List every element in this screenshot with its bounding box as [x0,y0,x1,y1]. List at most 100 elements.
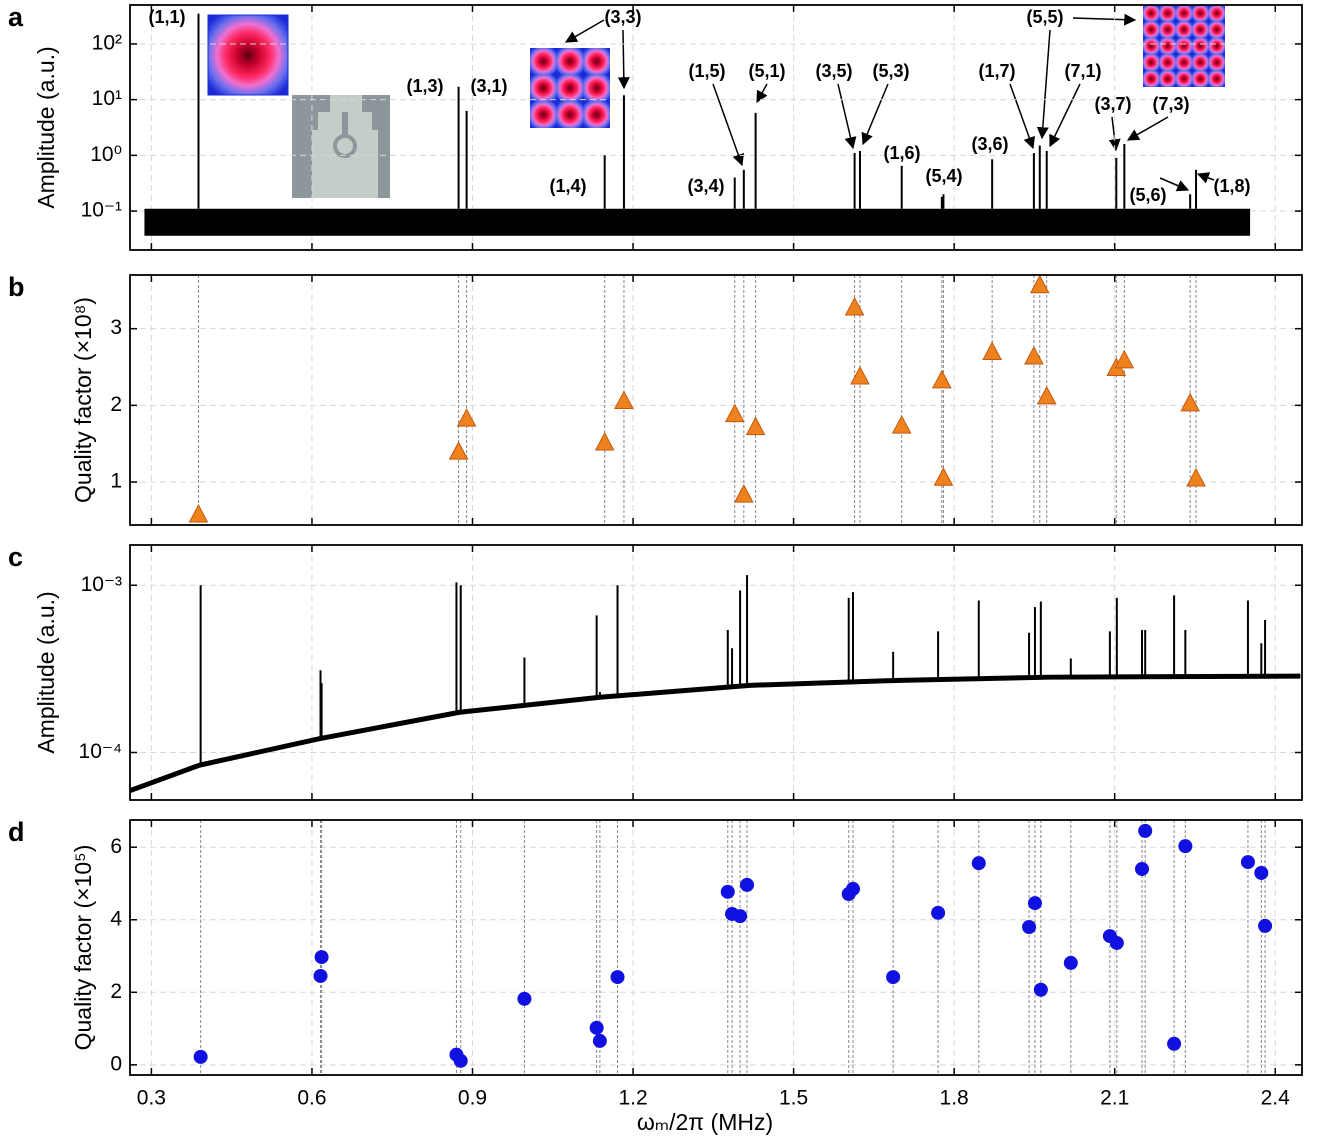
mode-label: (1,8) [1213,176,1250,196]
point [745,416,766,436]
x-tick-label: 1.8 [940,1087,969,1110]
y-tick-label: 10⁻³ [81,573,122,596]
y-tick-label: 1 [110,470,122,493]
point [610,970,625,985]
noise-floor [144,208,1251,236]
mode-label: (1,4) [549,176,586,196]
mode-label: (3,7) [1094,94,1131,114]
plot-frame [129,274,1303,526]
mode-label: (5,5) [1026,7,1063,27]
insets [207,5,1225,198]
panel [130,275,1302,525]
point [594,431,615,451]
point [1254,865,1269,880]
point [891,415,912,434]
point [1258,918,1273,933]
point [886,970,901,985]
point [589,1020,604,1035]
point [314,950,329,965]
mode-label: (5,3) [872,61,909,81]
point [733,909,748,924]
mode-label: (3,3) [604,7,641,27]
y-axis-label: Amplitude (a.u.) [33,46,59,208]
point [932,369,952,389]
y-tick-label: 10⁰ [90,143,122,166]
mode-label: (1,3) [406,76,443,96]
y-tick-label: 3 [110,316,122,339]
point [614,390,634,410]
x-tick-label: 2.1 [1100,1087,1129,1110]
point [1167,1036,1182,1051]
mode-label: (3,5) [815,61,852,81]
panel [130,545,1302,800]
point [982,341,1002,360]
panel [130,5,1302,250]
point [592,1033,607,1048]
mode-label: (5,6) [1129,185,1166,205]
y-tick-label: 2 [110,980,122,1003]
mode-label: (5,1) [748,61,785,81]
x-tick-label: 1.2 [618,1087,647,1110]
point [313,968,328,983]
point [517,991,532,1006]
point [1027,896,1042,911]
point [448,441,469,460]
point [188,503,209,523]
x-tick-label: 0.6 [297,1087,326,1110]
plot-frame [129,819,1303,1076]
y-tick-label: 10¹ [92,87,122,110]
point [1114,349,1135,369]
point [1029,274,1050,294]
point [453,1053,468,1068]
panel-label: c [8,542,23,572]
point [1180,392,1200,412]
point [1022,920,1037,935]
device-inset [292,95,390,198]
mode-label: (7,3) [1152,94,1189,114]
x-tick-label: 1.5 [779,1087,808,1110]
mode-shape-inset [207,14,289,96]
point [1240,855,1255,870]
panel-label: d [8,817,25,847]
point [1063,955,1078,970]
plot-frame [129,4,1303,251]
y-tick-label: 2 [110,393,122,416]
y-tick-label: 10² [92,31,122,54]
point [933,467,954,486]
y-axis-label: Amplitude (a.u.) [33,591,59,753]
y-axis-label: Quality factor (×10⁸) [70,297,96,503]
point [720,884,735,899]
x-tick-label: 2.4 [1261,1087,1291,1110]
point [733,484,754,503]
point [971,856,986,871]
point [1033,982,1048,997]
mode-label: (1,1) [148,7,185,27]
point [931,905,946,920]
point [846,881,861,896]
point [1109,935,1124,950]
mode-label: (3,4) [687,176,724,196]
point [740,877,755,892]
annotation-arrows [564,13,1215,192]
mode-label: (5,4) [925,166,962,186]
point [850,365,870,385]
plot-frame [129,544,1303,801]
y-tick-label: 4 [110,907,122,930]
y-axis-label: Quality factor (×10⁵) [70,845,96,1051]
point [1134,861,1149,876]
x-axis-label: ωₘ/2π (MHz) [637,1109,773,1135]
mode-label: (3,1) [470,76,507,96]
point [193,1049,208,1064]
y-tick-label: 10⁻¹ [81,199,122,222]
point [844,296,865,316]
x-tick-label: 0.3 [137,1087,166,1110]
point [456,408,477,427]
y-tick-label: 10⁻⁴ [79,740,122,763]
point [1138,823,1153,838]
panel-label: b [8,272,25,302]
mode-shape-inset [530,48,610,128]
point [1178,839,1193,854]
point [724,403,745,423]
background-trace [130,673,1301,794]
